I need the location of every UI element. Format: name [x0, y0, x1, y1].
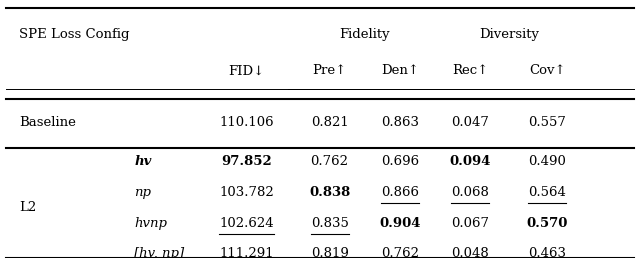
Text: 102.624: 102.624	[219, 217, 274, 230]
Text: FID↓: FID↓	[228, 64, 264, 77]
Text: 0.463: 0.463	[528, 247, 566, 258]
Text: hvnp: hvnp	[134, 217, 168, 230]
Text: 0.696: 0.696	[381, 155, 419, 168]
Text: 0.866: 0.866	[381, 186, 419, 199]
Text: L2: L2	[19, 201, 36, 214]
Text: 0.490: 0.490	[528, 155, 566, 168]
Text: Baseline: Baseline	[19, 116, 76, 129]
Text: hv: hv	[134, 155, 152, 168]
Text: Rec↑: Rec↑	[452, 64, 488, 77]
Text: 0.047: 0.047	[451, 116, 490, 129]
Text: 0.762: 0.762	[381, 247, 419, 258]
Text: 111.291: 111.291	[219, 247, 274, 258]
Text: 0.863: 0.863	[381, 116, 419, 129]
Text: Pre↑: Pre↑	[312, 64, 347, 77]
Text: Fidelity: Fidelity	[339, 28, 390, 41]
Text: 103.782: 103.782	[219, 186, 274, 199]
Text: Den↑: Den↑	[381, 64, 419, 77]
Text: 0.819: 0.819	[310, 247, 349, 258]
Text: np: np	[134, 186, 152, 199]
Text: 0.068: 0.068	[451, 186, 490, 199]
Text: SPE Loss Config: SPE Loss Config	[19, 28, 130, 41]
Text: 0.835: 0.835	[310, 217, 349, 230]
Text: [hv, np]: [hv, np]	[134, 247, 184, 258]
Text: 0.570: 0.570	[527, 217, 568, 230]
Text: 110.106: 110.106	[219, 116, 274, 129]
Text: 0.904: 0.904	[380, 217, 420, 230]
Text: 0.094: 0.094	[450, 155, 491, 168]
Text: 0.821: 0.821	[311, 116, 348, 129]
Text: 0.564: 0.564	[528, 186, 566, 199]
Text: 0.557: 0.557	[528, 116, 566, 129]
Text: Cov↑: Cov↑	[529, 64, 566, 77]
Text: Diversity: Diversity	[479, 28, 539, 41]
Text: 97.852: 97.852	[221, 155, 272, 168]
Text: 0.067: 0.067	[451, 217, 490, 230]
Text: 0.838: 0.838	[309, 186, 350, 199]
Text: 0.048: 0.048	[452, 247, 489, 258]
Text: 0.762: 0.762	[310, 155, 349, 168]
